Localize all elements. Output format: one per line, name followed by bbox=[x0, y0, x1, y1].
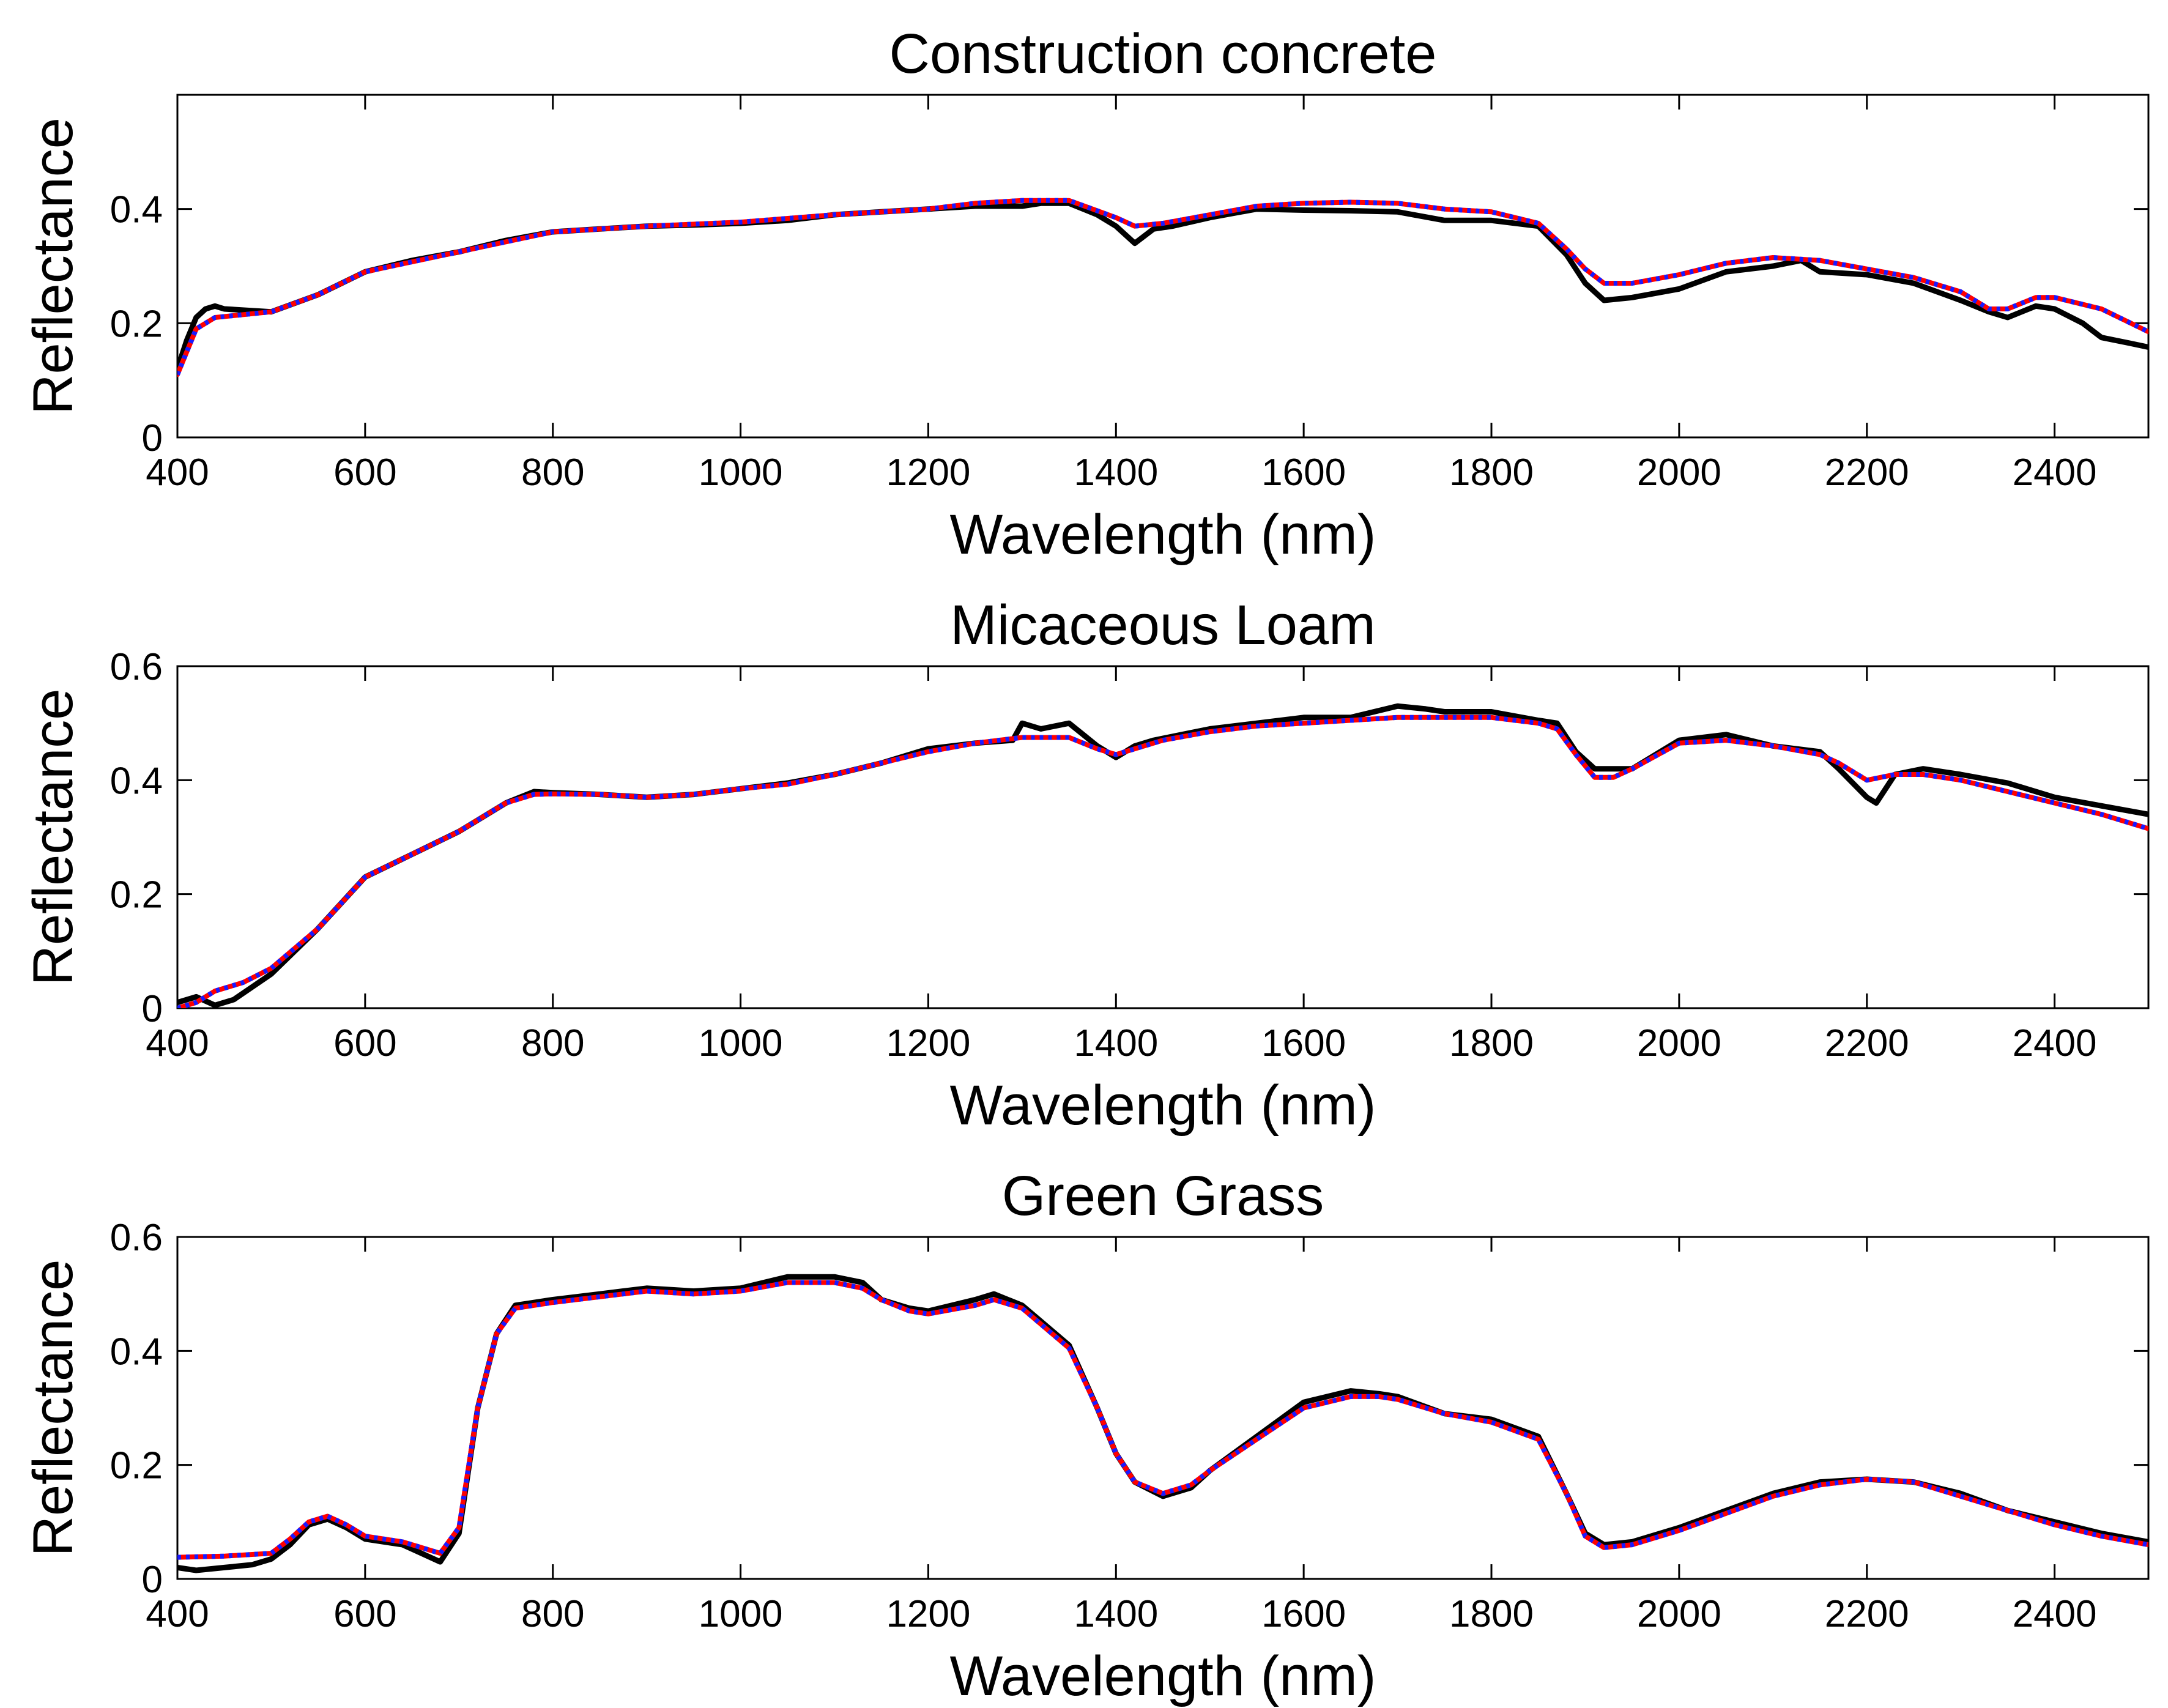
x-tick-label: 1600 bbox=[1261, 1593, 1346, 1635]
x-tick-label: 1000 bbox=[699, 1022, 783, 1064]
x-tick-label: 1000 bbox=[699, 451, 783, 494]
x-tick-label: 2000 bbox=[1637, 451, 1721, 494]
y-tick-label: 0.4 bbox=[110, 1331, 163, 1373]
x-tick-label: 1600 bbox=[1261, 451, 1346, 494]
x-axis-label: Wavelength (nm) bbox=[949, 1074, 1376, 1137]
x-tick-label: 1800 bbox=[1449, 1593, 1534, 1635]
series-group bbox=[177, 198, 2148, 377]
x-tick-label: 1400 bbox=[1074, 1593, 1158, 1635]
panel-green-grass: Green Grass 400 600 800 1000 1200 1400 1600 1800… bbox=[22, 1165, 2150, 1707]
y-tick-label: 0.2 bbox=[110, 874, 163, 916]
y-tick-label: 0 bbox=[142, 417, 163, 459]
x-tick-label: 2200 bbox=[1825, 451, 1909, 494]
y-axis-label: Reflectance bbox=[22, 117, 84, 415]
x-axis-label: Wavelength (nm) bbox=[949, 1645, 1376, 1707]
y-tick-label: 0.6 bbox=[110, 1217, 163, 1259]
x-tick-label: 600 bbox=[333, 1022, 396, 1064]
x-tick-label: 800 bbox=[521, 1022, 584, 1064]
y-tick-label: 0.6 bbox=[110, 646, 163, 688]
plot-area bbox=[176, 94, 2150, 439]
y-tick-label: 0.2 bbox=[110, 1445, 163, 1487]
x-tick-label: 2400 bbox=[2013, 1593, 2097, 1635]
series-group bbox=[177, 703, 2148, 1008]
plot-area bbox=[176, 1236, 2150, 1580]
panel-micaceous-loam: Micaceous Loam 400 600 800 1000 1200 1400 1600 1… bbox=[22, 594, 2150, 1137]
x-tick-label: 400 bbox=[146, 1593, 209, 1635]
y-axis-label: Reflectance bbox=[22, 689, 84, 986]
series-line-estimate-blue bbox=[177, 715, 2148, 1008]
chart-title: Micaceous Loam bbox=[950, 594, 1375, 656]
y-tick-label: 0.4 bbox=[110, 760, 163, 802]
x-tick-label: 400 bbox=[146, 451, 209, 494]
y-tick-label: 0.4 bbox=[110, 189, 163, 231]
x-tick-label: 1000 bbox=[699, 1593, 783, 1635]
x-tick-label: 2400 bbox=[2013, 451, 2097, 494]
x-tick-label: 1400 bbox=[1074, 451, 1158, 494]
x-tick-label: 1200 bbox=[886, 451, 970, 494]
series-group bbox=[177, 1274, 2148, 1573]
x-axis-label: Wavelength (nm) bbox=[949, 503, 1376, 566]
x-tick-label: 1200 bbox=[886, 1022, 970, 1064]
x-tick-label: 1600 bbox=[1261, 1022, 1346, 1064]
series-line-estimate-red bbox=[177, 1280, 2148, 1560]
x-tick-label: 1400 bbox=[1074, 1022, 1158, 1064]
y-tick-label: 0 bbox=[142, 1559, 163, 1601]
x-tick-label: 2000 bbox=[1637, 1022, 1721, 1064]
x-tick-label: 600 bbox=[333, 451, 396, 494]
chart-title: Construction concrete bbox=[889, 23, 1437, 85]
x-tick-label: 1800 bbox=[1449, 451, 1534, 494]
x-tick-label: 800 bbox=[521, 1593, 584, 1635]
series-line-estimate-blue bbox=[177, 198, 2148, 376]
y-tick-label: 0.2 bbox=[110, 303, 163, 345]
y-axis-label: Reflectance bbox=[22, 1260, 84, 1557]
x-tick-label: 2200 bbox=[1825, 1022, 1909, 1064]
x-tick-label: 2400 bbox=[2013, 1022, 2097, 1064]
x-tick-label: 600 bbox=[333, 1593, 396, 1635]
chart-title: Green Grass bbox=[1002, 1165, 1324, 1227]
x-tick-label: 1800 bbox=[1449, 1022, 1534, 1064]
plot-area bbox=[176, 665, 2150, 1009]
panel-construction-concrete: Construction concrete 400 600 800 1000 1200 14… bbox=[22, 23, 2150, 566]
x-tick-label: 2000 bbox=[1637, 1593, 1721, 1635]
x-tick-label: 1200 bbox=[886, 1593, 970, 1635]
y-tick-label: 0 bbox=[142, 988, 163, 1030]
x-tick-label: 2200 bbox=[1825, 1593, 1909, 1635]
x-tick-label: 400 bbox=[146, 1022, 209, 1064]
x-tick-label: 800 bbox=[521, 451, 584, 494]
